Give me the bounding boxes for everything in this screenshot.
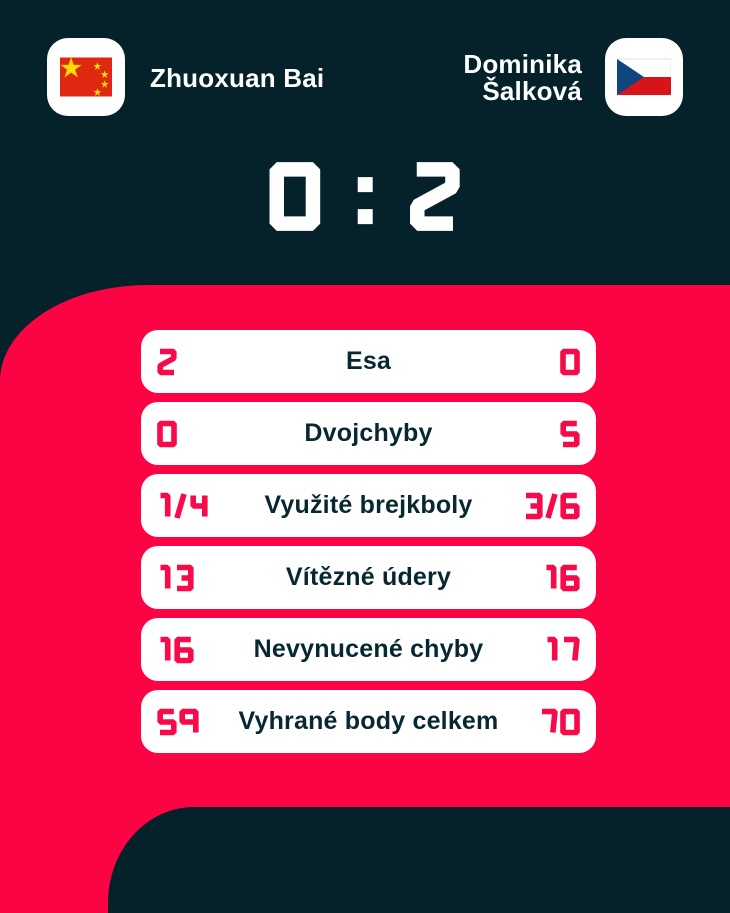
stat-label: Využité brejkboly bbox=[264, 491, 473, 519]
stat-home-value bbox=[157, 419, 177, 448]
stat-home-value bbox=[157, 563, 194, 592]
away-flag-card bbox=[605, 38, 683, 116]
stat-away-value bbox=[544, 635, 580, 664]
china-flag-icon bbox=[60, 57, 112, 97]
home-player-name: Zhuoxuan Bai bbox=[150, 63, 325, 93]
czech-flag-icon bbox=[617, 58, 671, 96]
stat-row: Využité brejkboly bbox=[141, 474, 596, 537]
stat-label: Nevynucené chyby bbox=[253, 635, 484, 663]
stat-label: Dvojchyby bbox=[304, 419, 433, 447]
stat-away-value bbox=[523, 491, 580, 520]
stats-list: Esa Dvojchyby Využité brejkboly Vítězné … bbox=[141, 330, 596, 753]
stat-row: Vítězné údery bbox=[141, 546, 596, 609]
score-away-value bbox=[409, 159, 461, 234]
score-home-value bbox=[269, 159, 321, 234]
stat-home-value bbox=[157, 707, 199, 736]
stat-home-value bbox=[157, 491, 209, 520]
score bbox=[0, 159, 730, 234]
stat-row: Vyhrané body celkem bbox=[141, 690, 596, 753]
stat-label: Vyhrané body celkem bbox=[238, 707, 499, 735]
stat-home-value bbox=[157, 347, 177, 376]
stat-label: Vítězné údery bbox=[285, 563, 452, 591]
stat-home-value bbox=[157, 635, 194, 664]
stat-row: Dvojchyby bbox=[141, 402, 596, 465]
score-separator bbox=[351, 159, 379, 234]
stat-away-value bbox=[539, 707, 580, 736]
away-player-name: Dominika Šalková bbox=[463, 49, 582, 106]
stat-away-value bbox=[560, 419, 580, 448]
stat-row: Esa bbox=[141, 330, 596, 393]
stat-away-value bbox=[543, 563, 580, 592]
stat-label: Esa bbox=[345, 347, 392, 375]
stat-away-value bbox=[560, 347, 580, 376]
footer-background-shape bbox=[108, 807, 730, 913]
home-flag-card bbox=[47, 38, 125, 116]
stat-row: Nevynucené chyby bbox=[141, 618, 596, 681]
